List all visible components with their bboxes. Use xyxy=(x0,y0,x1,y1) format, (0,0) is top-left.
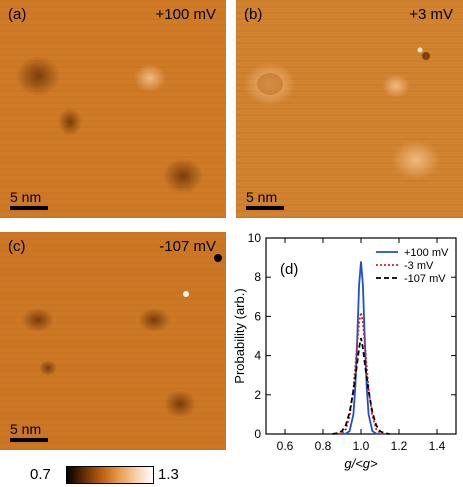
series-line xyxy=(341,261,381,435)
stm-image-a: (a) +100 mV 5 nm xyxy=(0,0,226,218)
x-tick-label: 0.6 xyxy=(277,439,294,453)
colorbar-gradient xyxy=(66,466,154,484)
scale-line-b xyxy=(246,206,284,210)
scale-line-c xyxy=(10,438,48,442)
scale-bar-a: 5 nm xyxy=(10,189,48,210)
legend-entry: +100 mV xyxy=(404,247,449,259)
bias-label-b: +3 mV xyxy=(409,6,453,23)
y-tick-label: 6 xyxy=(254,309,261,323)
x-tick-label: 0.8 xyxy=(315,439,332,453)
stm-map-c xyxy=(0,232,226,450)
stm-image-b: (b) +3 mV 5 nm xyxy=(236,0,463,218)
bias-label-a: +100 mV xyxy=(155,6,216,23)
stm-map-a xyxy=(0,0,226,218)
legend-entry: -107 mV xyxy=(404,273,446,285)
x-tick-label: 1.2 xyxy=(391,439,408,453)
colorbar: 0.7 1.3 xyxy=(0,455,220,487)
y-tick-label: 0 xyxy=(254,427,261,441)
scale-text-a: 5 nm xyxy=(10,189,42,205)
panel-label-b: (b) xyxy=(244,6,263,23)
legend-entry: -3 mV xyxy=(404,260,434,272)
scale-bar-b: 5 nm xyxy=(246,189,284,210)
y-tick-label: 8 xyxy=(254,270,261,284)
colorbar-max-label: 1.3 xyxy=(158,466,179,483)
panel-label-d: (d) xyxy=(280,261,298,278)
x-axis-label: g/<g> xyxy=(344,456,378,471)
series-line xyxy=(332,337,390,435)
scale-text-b: 5 nm xyxy=(246,189,278,205)
colorbar-min-label: 0.7 xyxy=(30,466,51,483)
scale-line-a xyxy=(10,206,48,210)
x-tick-label: 1.0 xyxy=(353,439,370,453)
scale-bar-c: 5 nm xyxy=(10,421,48,442)
scale-text-c: 5 nm xyxy=(10,421,42,437)
panel-label-c: (c) xyxy=(8,238,26,255)
bias-label-c: -107 mV xyxy=(159,238,216,255)
y-tick-label: 2 xyxy=(254,388,261,402)
probability-chart-svg: 0.6 0.8 1.0 1.2 1.4 0 2 4 6 8 10 g/<g> Probability (… xyxy=(232,231,457,471)
stm-map-b xyxy=(236,0,463,218)
probability-chart: 0.6 0.8 1.0 1.2 1.4 0 2 4 6 8 10 g/<g> Probability (… xyxy=(230,228,463,480)
series-line xyxy=(337,312,385,435)
y-tick-label: 4 xyxy=(254,349,261,363)
panel-label-a: (a) xyxy=(8,6,27,23)
stm-image-c: (c) -107 mV 5 nm xyxy=(0,232,226,450)
x-tick-label: 1.4 xyxy=(429,439,446,453)
y-tick-label: 10 xyxy=(248,231,262,245)
y-axis-label: Probability (arb.) xyxy=(232,288,247,383)
